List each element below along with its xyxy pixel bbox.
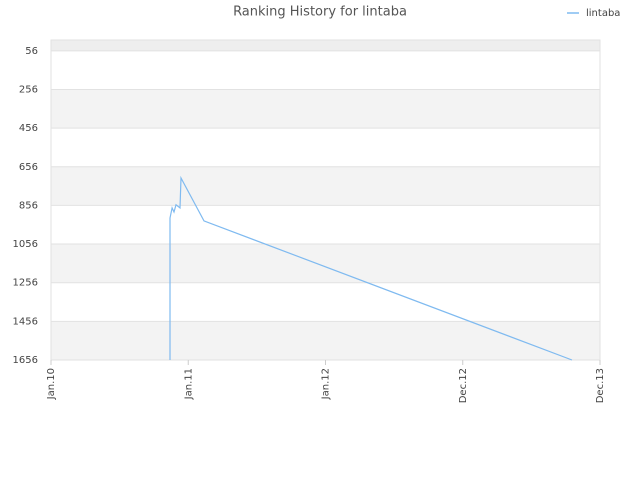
y-tick-label: 1256 bbox=[13, 278, 38, 289]
y-tick-label: 1456 bbox=[13, 316, 38, 327]
chart-title: Ranking History for lintaba bbox=[233, 5, 407, 20]
y-tick-label: 56 bbox=[25, 46, 38, 57]
plot-band bbox=[51, 166, 600, 206]
y-tick-label: 1656 bbox=[13, 355, 38, 366]
x-tick-label: Jan.11 bbox=[183, 368, 194, 400]
legend-label: lintaba bbox=[586, 8, 620, 19]
x-tick-label: Jan.12 bbox=[321, 368, 332, 400]
y-tick-label: 856 bbox=[19, 200, 38, 211]
y-tick-label: 656 bbox=[19, 162, 38, 173]
x-tick-label: Jan.10 bbox=[46, 368, 57, 400]
plot-band bbox=[51, 244, 600, 283]
x-tick-label: Dec.12 bbox=[458, 368, 469, 403]
series-line bbox=[169, 175, 573, 361]
plot-band bbox=[51, 40, 600, 51]
y-tick-label: 1056 bbox=[13, 239, 38, 250]
plot-band bbox=[51, 89, 600, 129]
y-tick-label: 256 bbox=[19, 84, 38, 95]
y-tick-label: 456 bbox=[19, 123, 38, 134]
x-tick-label: Dec.13 bbox=[595, 368, 606, 403]
plot-band bbox=[51, 321, 600, 360]
